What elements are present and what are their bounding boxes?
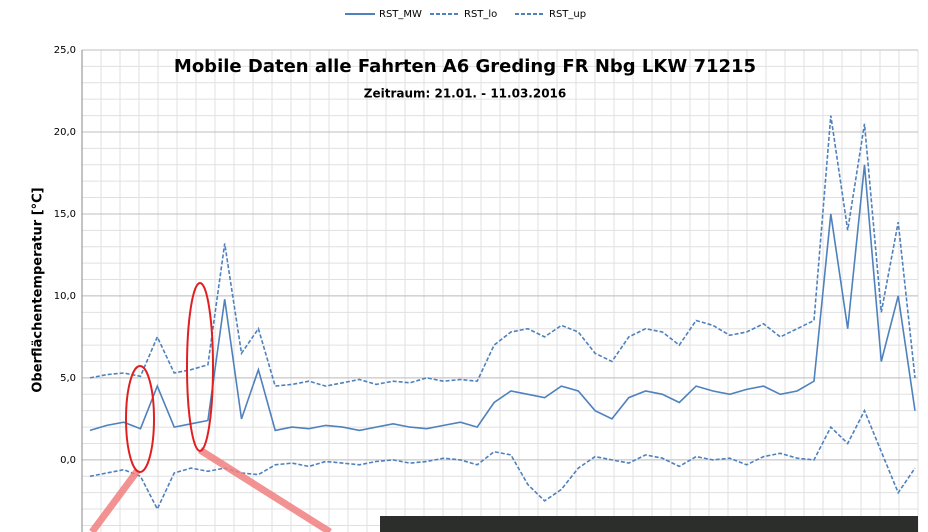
series-line	[89, 115, 916, 387]
y-tick-label: 0,0	[60, 455, 76, 466]
y-tick-label: 15,0	[54, 209, 76, 220]
y-axis-label: Oberflächentemperatur [°C]	[31, 187, 46, 392]
y-tick-label: 10,0	[54, 291, 76, 302]
y-tick-label: 20,0	[54, 127, 76, 138]
annotation-ellipse	[186, 282, 214, 452]
annotation-pointer	[198, 447, 332, 532]
annotation-pointer	[89, 467, 141, 532]
y-tick-label: 25,0	[54, 45, 76, 56]
chart-title: Mobile Daten alle Fahrten A6 Greding FR …	[174, 56, 756, 77]
legend-label: RST_lo	[464, 9, 497, 20]
y-tick-label: 5,0	[60, 373, 76, 384]
legend-label: RST_MW	[379, 9, 422, 20]
legend-label: RST_up	[549, 9, 586, 20]
chart-subtitle: Zeitraum: 21.01. - 11.03.2016	[364, 87, 567, 101]
series-line	[89, 164, 916, 432]
photo-inset	[380, 516, 918, 532]
annotation-ellipse	[125, 365, 155, 473]
